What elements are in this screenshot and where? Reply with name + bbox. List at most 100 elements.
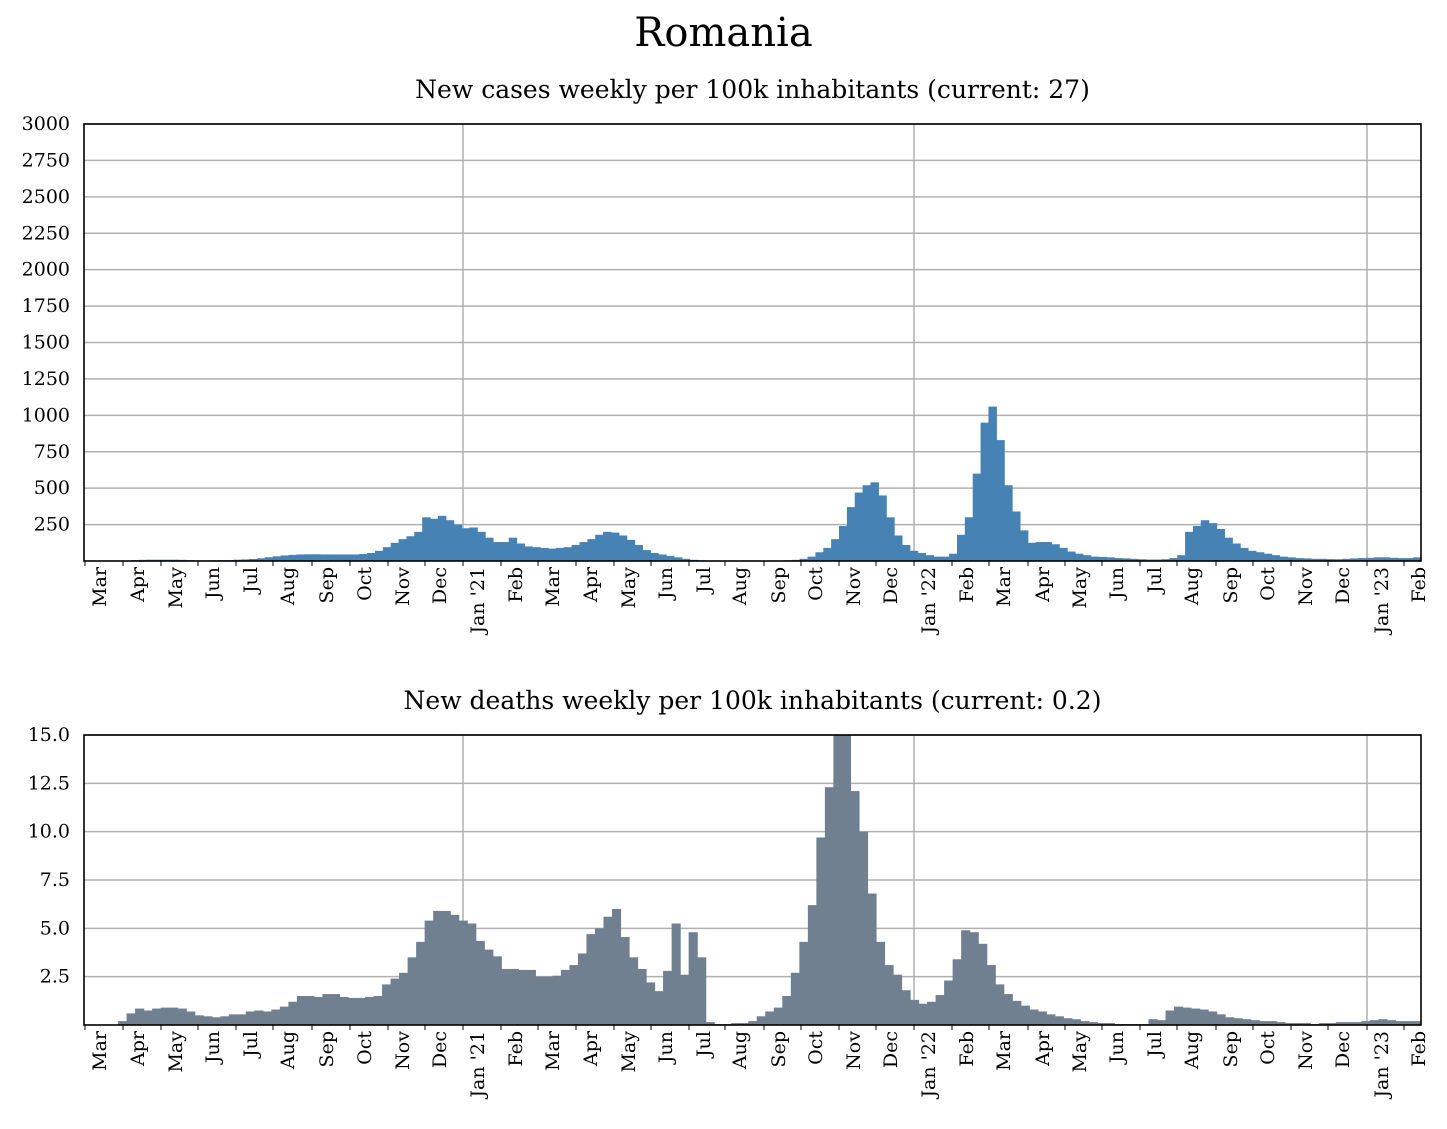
cases-xtick-label: May bbox=[618, 567, 640, 609]
deaths-bar bbox=[1386, 1020, 1397, 1025]
cases-bar bbox=[257, 558, 266, 561]
cases-bar bbox=[516, 543, 526, 561]
deaths-bar bbox=[467, 923, 477, 1025]
cases-xtick-label: Oct bbox=[354, 567, 376, 601]
cases-bar bbox=[1310, 558, 1320, 561]
deaths-xtick-label: Apr bbox=[127, 1030, 149, 1067]
deaths-bar bbox=[262, 1011, 272, 1025]
deaths-bar bbox=[1097, 1023, 1107, 1025]
cases-bar bbox=[532, 547, 541, 561]
cases-bar bbox=[555, 547, 565, 561]
deaths-xtick-label: Feb bbox=[1408, 1031, 1430, 1067]
deaths-bar bbox=[697, 957, 707, 1025]
cases-bar bbox=[1177, 555, 1186, 561]
deaths-bar bbox=[1412, 1021, 1422, 1025]
cases-bar bbox=[1019, 530, 1029, 561]
cases-xtick-label: Jun bbox=[1106, 567, 1128, 601]
deaths-bar bbox=[194, 1015, 204, 1025]
deaths-bar bbox=[279, 1006, 289, 1025]
deaths-bar bbox=[782, 996, 792, 1025]
cases-bar bbox=[430, 518, 439, 561]
cases-ytick-label: 1000 bbox=[22, 404, 70, 426]
cases-bar bbox=[1381, 557, 1391, 561]
cases-bar bbox=[933, 556, 942, 561]
deaths-bar bbox=[313, 996, 324, 1025]
cases-bar bbox=[665, 555, 675, 561]
deaths-bar bbox=[322, 994, 332, 1025]
cases-xtick-label: Aug bbox=[277, 567, 299, 606]
deaths-xtick-label: Oct bbox=[805, 1031, 827, 1065]
cases-ytick-label: 250 bbox=[34, 514, 70, 536]
deaths-ytick-label: 5.0 bbox=[40, 917, 70, 939]
deaths-bar bbox=[1318, 1023, 1328, 1025]
deaths-bar bbox=[773, 1007, 783, 1025]
cases-bar bbox=[485, 537, 494, 561]
deaths-xtick-label: Aug bbox=[277, 1031, 299, 1070]
deaths-bar bbox=[1037, 1011, 1047, 1025]
deaths-bar bbox=[526, 969, 536, 1025]
cases-bar bbox=[988, 406, 997, 561]
deaths-bar bbox=[271, 1009, 281, 1025]
deaths-bar bbox=[1301, 1023, 1311, 1025]
deaths-bar bbox=[1259, 1021, 1269, 1025]
cases-xtick-label: Apr bbox=[127, 566, 149, 603]
cases-bar bbox=[453, 524, 463, 561]
deaths-plot-frame bbox=[83, 734, 1422, 1026]
cases-bar bbox=[1192, 526, 1202, 561]
cases-bar bbox=[579, 542, 588, 561]
cases-bar bbox=[1271, 555, 1281, 561]
cases-ytick-label: 2000 bbox=[22, 259, 70, 281]
cases-bar bbox=[374, 550, 384, 561]
deaths-xtick-label: Dec bbox=[1332, 1031, 1354, 1068]
deaths-bar bbox=[663, 970, 673, 1025]
deaths-bar bbox=[824, 787, 835, 1025]
cases-bar bbox=[1012, 511, 1021, 561]
cases-bar bbox=[1027, 542, 1037, 561]
deaths-bar bbox=[978, 943, 988, 1025]
deaths-bar bbox=[577, 953, 588, 1025]
deaths-bar bbox=[1233, 1018, 1243, 1025]
cases-bar bbox=[886, 517, 895, 561]
cases-bar bbox=[1342, 558, 1351, 561]
deaths-bar bbox=[952, 959, 962, 1025]
cases-bar bbox=[367, 552, 376, 561]
deaths-xtick-label: Nov bbox=[1295, 1031, 1317, 1070]
cases-xtick-label: Jul bbox=[693, 567, 715, 595]
cases-bar bbox=[878, 495, 887, 561]
deaths-bar bbox=[594, 928, 605, 1025]
deaths-bar bbox=[586, 934, 596, 1025]
deaths-bar bbox=[416, 941, 426, 1025]
cases-bar bbox=[1090, 556, 1100, 561]
deaths-bar bbox=[237, 1014, 247, 1025]
cases-bar bbox=[1200, 520, 1210, 561]
deaths-xtick-label: Apr bbox=[580, 1030, 602, 1067]
deaths-bar bbox=[492, 956, 502, 1025]
cases-bar bbox=[437, 515, 447, 561]
deaths-xtick-label: Jul bbox=[1144, 1031, 1166, 1059]
deaths-bar bbox=[799, 941, 809, 1025]
deaths-xtick-label: Aug bbox=[1181, 1031, 1203, 1070]
cases-bar bbox=[508, 537, 518, 561]
deaths-bar bbox=[944, 980, 954, 1025]
deaths-bar bbox=[177, 1008, 187, 1025]
cases-bar bbox=[1373, 557, 1383, 561]
cases-bar bbox=[1122, 558, 1131, 561]
cases-bar bbox=[1279, 556, 1288, 561]
deaths-bar bbox=[705, 1022, 715, 1025]
cases-bar bbox=[996, 440, 1005, 561]
cases-bar bbox=[359, 554, 368, 561]
cases-bar bbox=[398, 539, 408, 561]
cases-xtick-label: Nov bbox=[843, 567, 865, 606]
deaths-bar bbox=[790, 972, 800, 1025]
deaths-bar bbox=[347, 997, 358, 1025]
deaths-bar bbox=[1182, 1007, 1192, 1025]
cases-bar bbox=[327, 554, 337, 561]
cases-bar bbox=[894, 535, 903, 561]
cases-xtick-label: Aug bbox=[1181, 567, 1203, 606]
cases-bar bbox=[1067, 551, 1076, 561]
cases-bar bbox=[445, 520, 455, 561]
deaths-bar bbox=[1199, 1009, 1209, 1025]
deaths-bar bbox=[535, 976, 545, 1025]
cases-xtick-label: Oct bbox=[1257, 567, 1279, 601]
cases-bar bbox=[1074, 553, 1084, 561]
